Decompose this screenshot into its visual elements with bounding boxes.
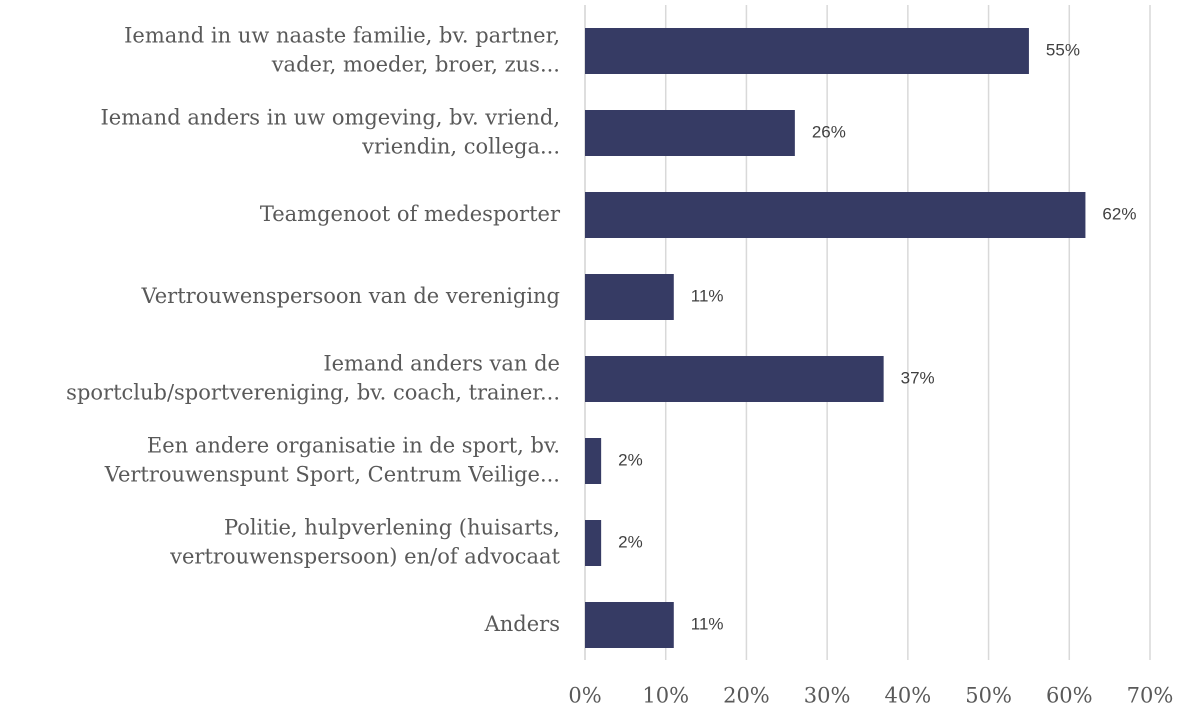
y-tick-label: Iemand anders van de sportclub/sportveren… [66, 351, 560, 404]
bar [585, 602, 674, 648]
y-tick-label: Een andere organisatie in de sport, bv. V… [104, 433, 560, 486]
y-tick-label: Teamgenoot of medesporter [260, 202, 561, 226]
bar [585, 438, 602, 484]
x-tick-label: 70% [1127, 684, 1174, 708]
x-tick-label: 20% [723, 684, 770, 708]
value-label: 2% [618, 532, 643, 551]
x-tick-label: 0% [568, 684, 601, 708]
bar [585, 110, 795, 156]
x-tick-label: 40% [885, 684, 932, 708]
bar [585, 520, 602, 566]
x-tick-label: 30% [804, 684, 851, 708]
y-tick-label: Vertrouwenspersoon van de vereniging [141, 284, 560, 308]
value-label: 26% [812, 122, 846, 141]
value-label: 2% [618, 450, 643, 469]
bar [585, 274, 674, 320]
value-label: 62% [1102, 204, 1136, 223]
x-tick-label: 10% [642, 684, 689, 708]
y-tick-label: Iemand in uw naaste familie, bv. partner… [124, 23, 560, 76]
x-tick-label: 50% [965, 684, 1012, 708]
bar [585, 28, 1029, 74]
value-label: 11% [691, 286, 724, 305]
value-label: 55% [1046, 40, 1080, 59]
x-tick-label: 60% [1046, 684, 1093, 708]
y-tick-label: Anders [484, 612, 560, 636]
value-label: 11% [691, 614, 724, 633]
value-label: 37% [901, 368, 935, 387]
y-tick-label: Iemand anders in uw omgeving, bv. vriend… [101, 105, 560, 158]
y-tick-label: Politie, hulpverlening (huisarts, vertrou… [169, 515, 560, 568]
bar [585, 192, 1086, 238]
bar [585, 356, 884, 402]
